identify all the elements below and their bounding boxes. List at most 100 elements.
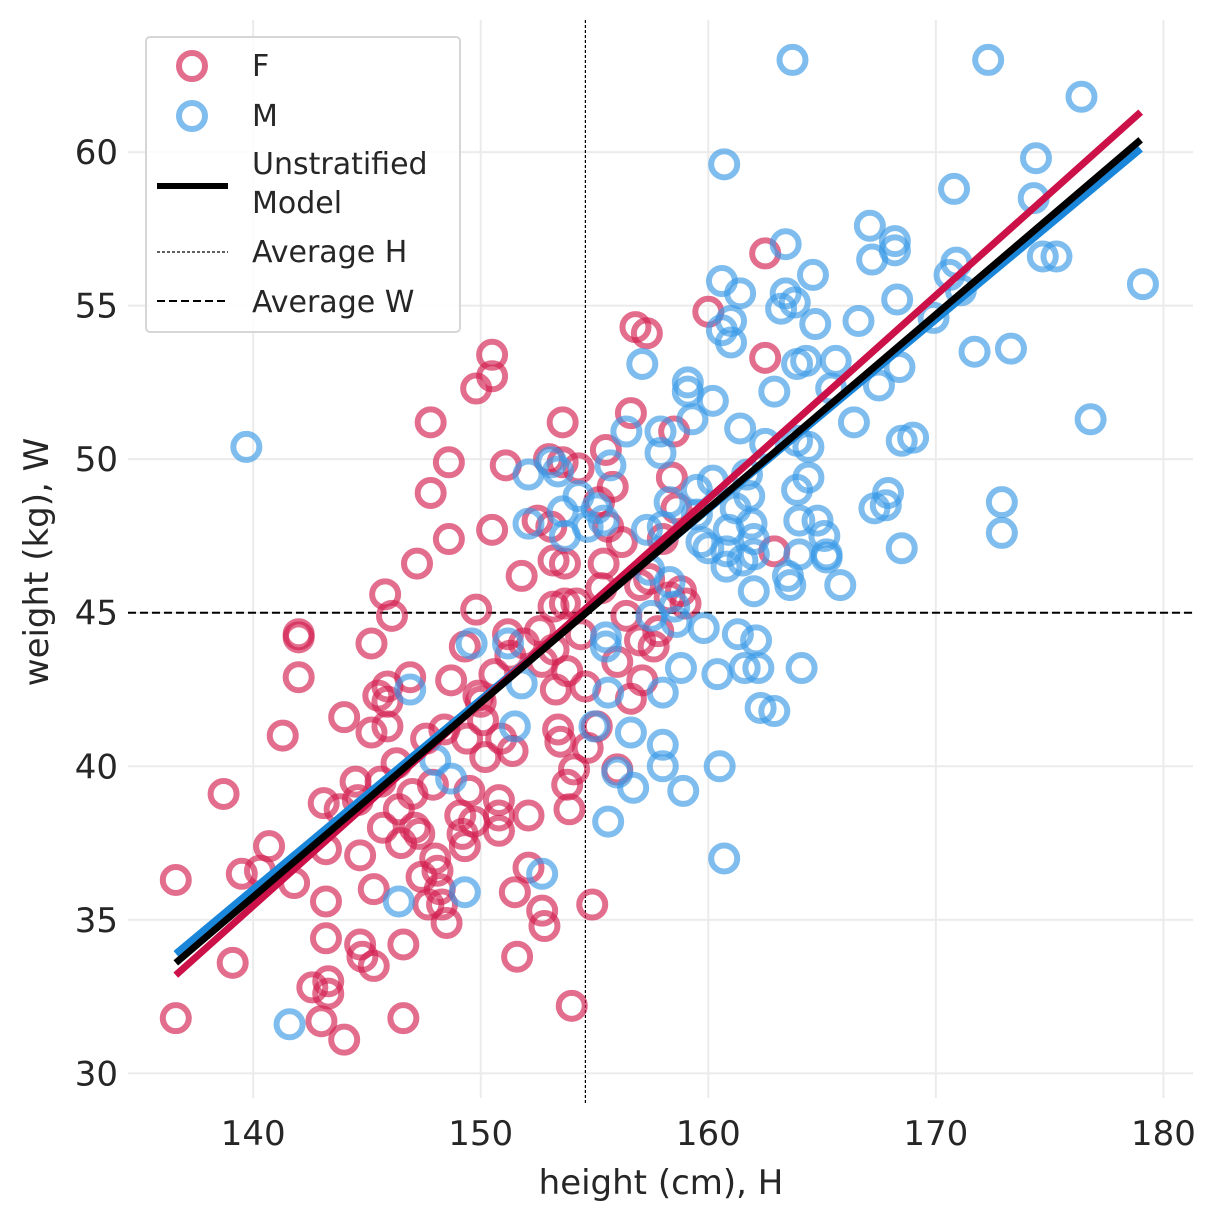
- point-m: [614, 716, 647, 749]
- point-m: [810, 541, 843, 574]
- point-m: [1040, 240, 1073, 273]
- point-f: [505, 559, 538, 592]
- point-f: [587, 547, 620, 580]
- point-m: [721, 618, 754, 651]
- legend-label-m: M: [252, 99, 278, 134]
- point-m: [708, 148, 741, 181]
- point-f: [266, 719, 299, 752]
- point-f: [553, 793, 586, 826]
- point-m: [769, 277, 802, 310]
- point-m: [578, 710, 611, 743]
- point-f: [159, 1002, 192, 1035]
- point-f: [614, 397, 647, 430]
- point-m: [869, 489, 902, 522]
- point-m: [587, 504, 620, 537]
- point-f: [432, 523, 465, 556]
- legend-marker-f: [176, 50, 208, 82]
- x-tick-label: 180: [1131, 1114, 1196, 1154]
- point-f: [401, 547, 434, 580]
- point-m: [667, 774, 700, 807]
- point-m: [492, 627, 525, 660]
- point-f: [371, 710, 404, 743]
- point-m: [819, 344, 852, 377]
- point-m: [526, 857, 559, 890]
- legend: F M Unstratified Model Average H Average…: [145, 36, 461, 333]
- point-f: [451, 722, 484, 755]
- point-f: [476, 360, 509, 393]
- point-f: [414, 476, 447, 509]
- point-m: [796, 258, 829, 291]
- point-m: [917, 301, 950, 334]
- point-f: [357, 873, 390, 906]
- point-m: [498, 710, 531, 743]
- point-m: [594, 449, 627, 482]
- y-tick-label: 60: [75, 133, 118, 173]
- point-m: [592, 676, 625, 709]
- point-f: [548, 587, 581, 620]
- point-f: [551, 655, 584, 688]
- point-f: [630, 317, 663, 350]
- point-f: [344, 839, 377, 872]
- point-f: [282, 621, 315, 654]
- x-tick-label: 140: [221, 1114, 286, 1154]
- point-f: [355, 716, 388, 749]
- point-m: [735, 507, 768, 540]
- point-f: [307, 787, 340, 820]
- legend-label-model: Unstratified Model: [252, 147, 437, 221]
- point-m: [758, 695, 791, 728]
- point-f: [253, 830, 286, 863]
- point-m: [644, 415, 677, 448]
- point-f: [498, 876, 531, 909]
- point-f: [328, 701, 361, 734]
- point-f: [476, 338, 509, 371]
- point-f: [312, 977, 345, 1010]
- point-m: [881, 283, 914, 316]
- point-m: [792, 461, 825, 494]
- point-f: [366, 811, 399, 844]
- point-f: [637, 630, 670, 663]
- legend-label-f: F: [252, 49, 269, 84]
- point-f: [596, 470, 629, 503]
- point-m: [783, 538, 816, 571]
- point-m: [646, 728, 679, 761]
- point-m: [542, 455, 575, 488]
- point-m: [737, 538, 770, 571]
- point-f: [482, 799, 515, 832]
- point-m: [382, 885, 415, 918]
- point-f: [394, 661, 427, 694]
- point-f: [312, 965, 345, 998]
- point-m: [617, 771, 650, 804]
- point-m: [230, 430, 263, 463]
- point-f: [414, 406, 447, 439]
- legend-frame: [145, 36, 461, 333]
- point-f: [357, 949, 390, 982]
- point-m: [783, 504, 816, 537]
- unstratified-model-line: [173, 137, 1143, 966]
- point-f: [605, 526, 638, 559]
- point-m: [687, 612, 720, 645]
- point-f: [464, 685, 497, 718]
- y-tick-label: 35: [75, 901, 118, 941]
- legend-marker-m: [176, 100, 208, 132]
- point-m: [653, 486, 686, 519]
- legend-label-average-h: Average H: [252, 235, 407, 270]
- point-f: [309, 885, 342, 918]
- point-m: [742, 652, 775, 685]
- point-m: [646, 750, 679, 783]
- point-f: [282, 661, 315, 694]
- point-f: [526, 894, 559, 927]
- x-axis-label: height (cm), H: [539, 1163, 784, 1203]
- point-m: [1074, 403, 1107, 436]
- point-m: [853, 209, 886, 242]
- point-f: [546, 406, 579, 439]
- y-tick-label: 55: [75, 287, 118, 327]
- point-f: [435, 664, 468, 697]
- x-tick-label: 160: [676, 1114, 741, 1154]
- point-m: [837, 406, 870, 439]
- point-f: [225, 857, 258, 890]
- point-f: [528, 910, 561, 943]
- point-m: [696, 384, 729, 417]
- point-m: [626, 347, 659, 380]
- point-m: [1026, 240, 1059, 273]
